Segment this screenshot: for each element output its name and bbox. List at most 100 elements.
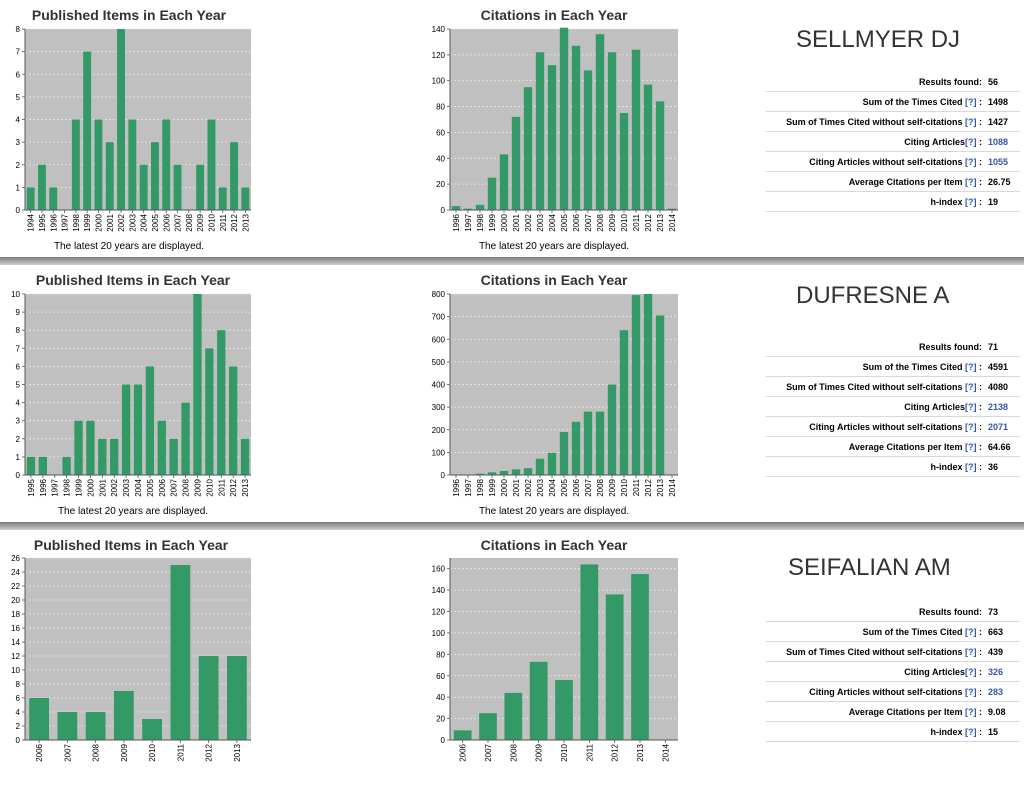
citing-without-self-row: Citing Articles without self-citations [… — [766, 682, 1020, 702]
sum-times-cited-label: Sum of the Times Cited [?] : — [766, 92, 986, 112]
help-link[interactable]: [?] — [965, 117, 977, 127]
sum-without-self-row: Sum of Times Cited without self-citation… — [766, 642, 1020, 662]
avg-citations-row: Average Citations per Item [?] : 64.66 — [766, 437, 1020, 457]
avg-citations-value: 64.66 — [986, 437, 1020, 457]
sum-without-self-value: 1427 — [986, 112, 1020, 132]
citing-articles-row: Citing Articles[?] : 1088 — [766, 132, 1020, 152]
help-link[interactable]: [?] — [965, 422, 977, 432]
help-link[interactable]: [?] — [965, 727, 977, 737]
help-link[interactable]: [?] — [965, 402, 977, 412]
results-found-value: 56 — [986, 72, 1020, 92]
citing-without-self-row: Citing Articles without self-citations [… — [766, 417, 1020, 437]
citation-stats-table: Results found: 71 Sum of the Times Cited… — [766, 337, 1020, 477]
help-link[interactable]: [?] — [965, 97, 977, 107]
avg-citations-label: Average Citations per Item [?] : — [766, 437, 986, 457]
sum-times-cited-label: Sum of the Times Cited [?] : — [766, 622, 986, 642]
bar — [555, 680, 573, 740]
author-name: SEIFALIAN AM — [788, 554, 951, 582]
help-link[interactable]: [?] — [965, 667, 977, 677]
sum-times-cited-row: Sum of the Times Cited [?] : 4591 — [766, 357, 1020, 377]
sum-without-self-label: Sum of Times Cited without self-citation… — [766, 377, 986, 397]
x-tick-label: 2009 — [535, 743, 544, 761]
sum-times-cited-row: Sum of the Times Cited [?] : 663 — [766, 622, 1020, 642]
citing-without-self-link[interactable]: 1055 — [986, 152, 1020, 172]
sum-times-cited-value: 663 — [986, 622, 1020, 642]
sum-without-self-value: 4080 — [986, 377, 1020, 397]
citing-without-self-row: Citing Articles without self-citations [… — [766, 152, 1020, 172]
citing-without-self-link[interactable]: 283 — [986, 682, 1020, 702]
help-link[interactable]: [?] — [965, 627, 977, 637]
y-tick-label: 80 — [436, 650, 445, 659]
help-link[interactable]: [?] — [965, 157, 977, 167]
help-link[interactable]: [?] — [965, 687, 977, 697]
x-tick-label: 2012 — [611, 743, 620, 761]
citing-articles-link[interactable]: 1088 — [986, 132, 1020, 152]
sum-without-self-value: 439 — [986, 642, 1020, 662]
chart-title: Citations in Each Year — [481, 537, 628, 553]
avg-citations-row: Average Citations per Item [?] : 26.75 — [766, 172, 1020, 192]
help-link[interactable]: [?] — [965, 647, 977, 657]
sum-times-cited-value: 1498 — [986, 92, 1020, 112]
results-found-value: 71 — [986, 337, 1020, 357]
h-index-label: h-index [?] : — [766, 457, 986, 477]
citation-stats-table: Results found: 73 Sum of the Times Cited… — [766, 602, 1020, 742]
results-found-label: Results found: — [766, 602, 986, 622]
help-link[interactable]: [?] — [965, 462, 977, 472]
help-link[interactable]: [?] — [965, 382, 977, 392]
sum-without-self-label: Sum of Times Cited without self-citation… — [766, 642, 986, 662]
sum-without-self-row: Sum of Times Cited without self-citation… — [766, 112, 1020, 132]
x-tick-label: 2013 — [636, 743, 645, 761]
bar — [530, 662, 548, 740]
avg-citations-value: 9.08 — [986, 702, 1020, 722]
avg-citations-label: Average Citations per Item [?] : — [766, 172, 986, 192]
sum-times-cited-value: 4591 — [986, 357, 1020, 377]
citing-articles-label: Citing Articles[?] : — [766, 132, 986, 152]
y-tick-label: 160 — [432, 565, 446, 574]
h-index-value: 15 — [986, 722, 1020, 742]
y-tick-label: 120 — [432, 608, 446, 617]
bar — [580, 564, 598, 740]
sum-without-self-row: Sum of Times Cited without self-citation… — [766, 377, 1020, 397]
y-tick-label: 0 — [441, 736, 446, 745]
author-name: SELLMYER DJ — [796, 26, 960, 54]
sum-times-cited-label: Sum of the Times Cited [?] : — [766, 357, 986, 377]
help-link[interactable]: [?] — [965, 362, 977, 372]
x-tick-label: 2010 — [560, 743, 569, 761]
citing-articles-link[interactable]: 326 — [986, 662, 1020, 682]
help-link[interactable]: [?] — [965, 197, 977, 207]
citation-stats-table: Results found: 56 Sum of the Times Cited… — [766, 72, 1020, 212]
citing-without-self-link[interactable]: 2071 — [986, 417, 1020, 437]
help-link[interactable]: [?] — [965, 442, 977, 452]
help-link[interactable]: [?] — [965, 137, 977, 147]
y-tick-label: 100 — [432, 629, 446, 638]
x-tick-label: 2011 — [585, 743, 594, 761]
results-found-label: Results found: — [766, 72, 986, 92]
citing-articles-label: Citing Articles[?] : — [766, 397, 986, 417]
h-index-row: h-index [?] : 36 — [766, 457, 1020, 477]
citing-without-self-label: Citing Articles without self-citations [… — [766, 417, 986, 437]
bar — [504, 693, 522, 740]
citing-articles-row: Citing Articles[?] : 326 — [766, 662, 1020, 682]
x-tick-label: 2008 — [509, 743, 518, 761]
sum-times-cited-row: Sum of the Times Cited [?] : 1498 — [766, 92, 1020, 112]
citing-without-self-label: Citing Articles without self-citations [… — [766, 152, 986, 172]
y-tick-label: 40 — [436, 693, 445, 702]
citing-articles-label: Citing Articles[?] : — [766, 662, 986, 682]
help-link[interactable]: [?] — [965, 707, 977, 717]
results-found-label: Results found: — [766, 337, 986, 357]
h-index-label: h-index [?] : — [766, 722, 986, 742]
citing-articles-row: Citing Articles[?] : 2138 — [766, 397, 1020, 417]
citing-articles-link[interactable]: 2138 — [986, 397, 1020, 417]
h-index-value: 36 — [986, 457, 1020, 477]
citing-without-self-label: Citing Articles without self-citations [… — [766, 682, 986, 702]
y-tick-label: 60 — [436, 672, 445, 681]
avg-citations-label: Average Citations per Item [?] : — [766, 702, 986, 722]
results-found-row: Results found: 56 — [766, 72, 1020, 92]
h-index-row: h-index [?] : 15 — [766, 722, 1020, 742]
bar — [479, 713, 497, 740]
results-found-row: Results found: 73 — [766, 602, 1020, 622]
help-link[interactable]: [?] — [965, 177, 977, 187]
bar — [631, 574, 649, 740]
x-tick-label: 2014 — [661, 743, 670, 761]
results-found-row: Results found: 71 — [766, 337, 1020, 357]
